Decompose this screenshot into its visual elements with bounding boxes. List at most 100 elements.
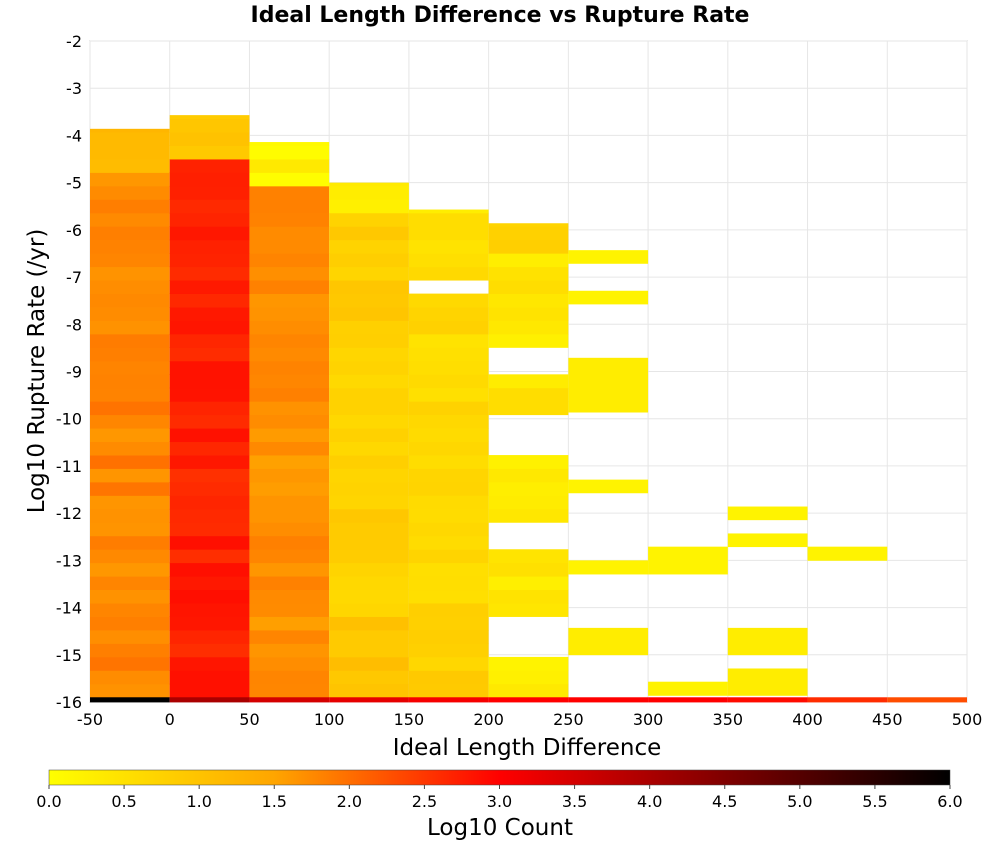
heatmap-cell xyxy=(568,357,649,413)
heatmap-cell xyxy=(169,145,250,160)
heatmap-cell xyxy=(648,681,728,696)
heatmap-cell xyxy=(249,455,330,469)
heatmap-cell xyxy=(169,549,250,564)
heatmap-cell xyxy=(249,428,330,443)
heatmap-cell xyxy=(169,589,250,604)
heatmap-cell xyxy=(887,697,967,703)
heatmap-cell xyxy=(90,603,170,617)
heatmap-cell xyxy=(169,226,250,241)
colorbar-tick-label: 5.5 xyxy=(862,792,887,811)
heatmap-cell xyxy=(488,226,569,241)
heatmap-cell xyxy=(488,562,569,577)
heatmap-cell xyxy=(408,562,489,577)
heatmap-cell xyxy=(329,280,409,294)
heatmap-cell xyxy=(169,280,250,294)
heatmap-cell xyxy=(90,481,170,496)
heatmap-cell xyxy=(169,212,250,227)
heatmap-cell xyxy=(408,226,489,241)
heatmap-cell xyxy=(249,603,330,617)
heatmap-cell xyxy=(329,360,409,375)
heatmap-cell xyxy=(249,549,330,564)
heatmap-cell xyxy=(329,320,409,335)
heatmap-cell xyxy=(249,360,330,375)
heatmap-cell xyxy=(90,589,170,604)
heatmap-cell xyxy=(249,347,330,362)
heatmap-cell xyxy=(408,401,489,416)
heatmap-cell xyxy=(169,508,250,523)
x-tick-label: 450 xyxy=(872,710,903,729)
heatmap-cell xyxy=(249,212,330,227)
heatmap-cell xyxy=(90,576,170,591)
heatmap-cells xyxy=(90,115,967,703)
heatmap-cell xyxy=(488,374,569,389)
heatmap-cell xyxy=(90,226,170,241)
y-tick-label: -16 xyxy=(56,693,82,712)
colorbar-tick-label: 3.5 xyxy=(562,792,587,811)
heatmap-cell xyxy=(408,549,489,564)
heatmap-cell xyxy=(169,159,250,173)
heatmap-cell xyxy=(408,320,489,335)
heatmap-cell xyxy=(249,562,330,577)
y-tick-label: -15 xyxy=(56,646,82,665)
heatmap-cell xyxy=(727,668,808,696)
heatmap-cell xyxy=(169,333,250,348)
heatmap-cell xyxy=(169,118,250,133)
heatmap-cell xyxy=(249,656,330,671)
y-tick-labels: -2 -3 -4 -5 -6 -7 -8 -9 -10 -11 -12 -13 -14 -15 -16 xyxy=(56,32,82,712)
heatmap-cell xyxy=(648,546,728,575)
x-tick-label: 250 xyxy=(553,710,584,729)
heatmap-cell xyxy=(408,212,489,227)
heatmap-cell xyxy=(727,506,808,521)
heatmap-cell xyxy=(488,387,569,402)
heatmap-cell xyxy=(90,428,170,443)
heatmap-cell xyxy=(169,629,250,644)
heatmap-cell xyxy=(90,643,170,658)
heatmap-cell xyxy=(329,374,409,389)
colorbar-tick-label: 2.0 xyxy=(337,792,362,811)
heatmap-cell xyxy=(249,616,330,631)
heatmap-cell xyxy=(488,307,569,321)
heatmap-cell xyxy=(408,374,489,389)
heatmap-cell xyxy=(249,401,330,416)
heatmap-cell xyxy=(488,455,569,469)
heatmap-cell xyxy=(329,481,409,496)
heatmap-cell xyxy=(568,479,649,494)
heatmap-cell xyxy=(329,182,409,187)
heatmap-cell xyxy=(90,697,170,703)
heatmap-cell xyxy=(648,697,728,703)
heatmap-cell xyxy=(249,576,330,591)
colorbar-tick-label: 2.5 xyxy=(412,792,437,811)
heatmap-cell xyxy=(408,495,489,510)
heatmap-cell xyxy=(169,293,250,308)
heatmap-cell xyxy=(90,387,170,402)
y-tick-label: -10 xyxy=(56,410,82,429)
y-axis-label: Log10 Rupture Rate (/yr) xyxy=(24,229,50,514)
colorbar-tick-label: 6.0 xyxy=(937,792,962,811)
heatmap-cell xyxy=(807,697,888,703)
heatmap-cell xyxy=(169,266,250,281)
y-tick-label: -12 xyxy=(56,504,82,523)
heatmap-cell xyxy=(169,683,250,698)
x-tick-label: 150 xyxy=(394,710,425,729)
heatmap-cell xyxy=(169,239,250,254)
y-tick-label: -9 xyxy=(66,363,82,382)
heatmap-cell xyxy=(169,387,250,402)
heatmap-cell xyxy=(488,293,569,308)
y-tick-label: -6 xyxy=(66,221,82,240)
heatmap-cell xyxy=(329,603,409,617)
heatmap-cell xyxy=(488,508,569,523)
x-tick-label: 200 xyxy=(473,710,504,729)
heatmap-cell xyxy=(90,320,170,335)
heatmap-cell xyxy=(329,468,409,483)
heatmap-cell xyxy=(90,616,170,631)
heatmap-cell xyxy=(488,468,569,483)
heatmap-cell xyxy=(488,697,569,703)
x-tick-label: 400 xyxy=(792,710,823,729)
heatmap-cell xyxy=(329,441,409,456)
heatmap-cell xyxy=(329,185,409,200)
heatmap-cell xyxy=(169,562,250,577)
y-tick-label: -14 xyxy=(56,599,82,618)
heatmap-cell xyxy=(90,401,170,416)
heatmap-cell xyxy=(169,481,250,496)
chart-title: Ideal Length Difference vs Rupture Rate xyxy=(251,3,750,28)
